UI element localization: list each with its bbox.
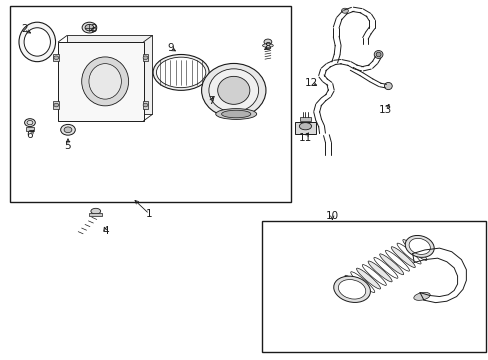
Ellipse shape [143, 56, 148, 59]
Bar [53, 102, 59, 109]
Bar [89, 213, 102, 216]
Ellipse shape [85, 24, 94, 31]
Ellipse shape [24, 119, 35, 127]
Ellipse shape [208, 69, 258, 112]
Bar [25, 127, 34, 131]
Ellipse shape [341, 8, 347, 13]
Ellipse shape [19, 22, 56, 62]
Ellipse shape [81, 57, 128, 106]
Bar [142, 102, 148, 109]
Ellipse shape [221, 110, 250, 118]
Ellipse shape [64, 127, 72, 133]
Bar [142, 54, 148, 61]
Ellipse shape [54, 56, 59, 59]
Bar [299, 117, 311, 121]
Text: 5: 5 [64, 141, 71, 151]
Ellipse shape [390, 247, 414, 267]
Ellipse shape [344, 275, 368, 296]
Text: 4: 4 [102, 226, 109, 236]
Ellipse shape [153, 54, 209, 90]
Bar [261, 221, 485, 352]
Ellipse shape [89, 64, 121, 99]
Ellipse shape [299, 123, 311, 130]
Bar [294, 122, 316, 134]
Ellipse shape [24, 28, 50, 56]
Ellipse shape [333, 276, 370, 302]
Ellipse shape [375, 52, 380, 57]
Text: 11: 11 [298, 133, 311, 143]
Ellipse shape [408, 238, 429, 255]
Ellipse shape [217, 76, 249, 104]
Text: 3: 3 [90, 24, 97, 35]
Text: 1: 1 [146, 209, 152, 219]
Ellipse shape [264, 39, 271, 45]
Ellipse shape [338, 280, 365, 299]
Text: 12: 12 [305, 78, 318, 88]
Text: 13: 13 [379, 105, 392, 115]
Ellipse shape [91, 208, 101, 214]
Ellipse shape [356, 268, 380, 289]
Bar [10, 6, 290, 202]
Ellipse shape [373, 50, 382, 58]
Polygon shape [67, 36, 152, 114]
Ellipse shape [379, 254, 403, 275]
Text: 10: 10 [325, 211, 338, 221]
Ellipse shape [367, 261, 391, 282]
Ellipse shape [201, 63, 265, 117]
Ellipse shape [54, 103, 59, 107]
Ellipse shape [402, 239, 426, 260]
Bar [53, 54, 59, 61]
Ellipse shape [143, 103, 148, 107]
Ellipse shape [384, 82, 391, 90]
Ellipse shape [156, 57, 205, 87]
Polygon shape [58, 42, 143, 121]
Ellipse shape [405, 235, 433, 257]
Text: 7: 7 [207, 96, 214, 106]
Ellipse shape [413, 292, 429, 300]
Ellipse shape [215, 109, 256, 120]
Text: 8: 8 [264, 42, 271, 52]
Text: 6: 6 [26, 130, 33, 140]
Text: 9: 9 [167, 43, 173, 53]
Ellipse shape [262, 44, 273, 47]
Text: 2: 2 [21, 24, 27, 35]
Ellipse shape [61, 125, 75, 135]
Ellipse shape [82, 22, 97, 33]
